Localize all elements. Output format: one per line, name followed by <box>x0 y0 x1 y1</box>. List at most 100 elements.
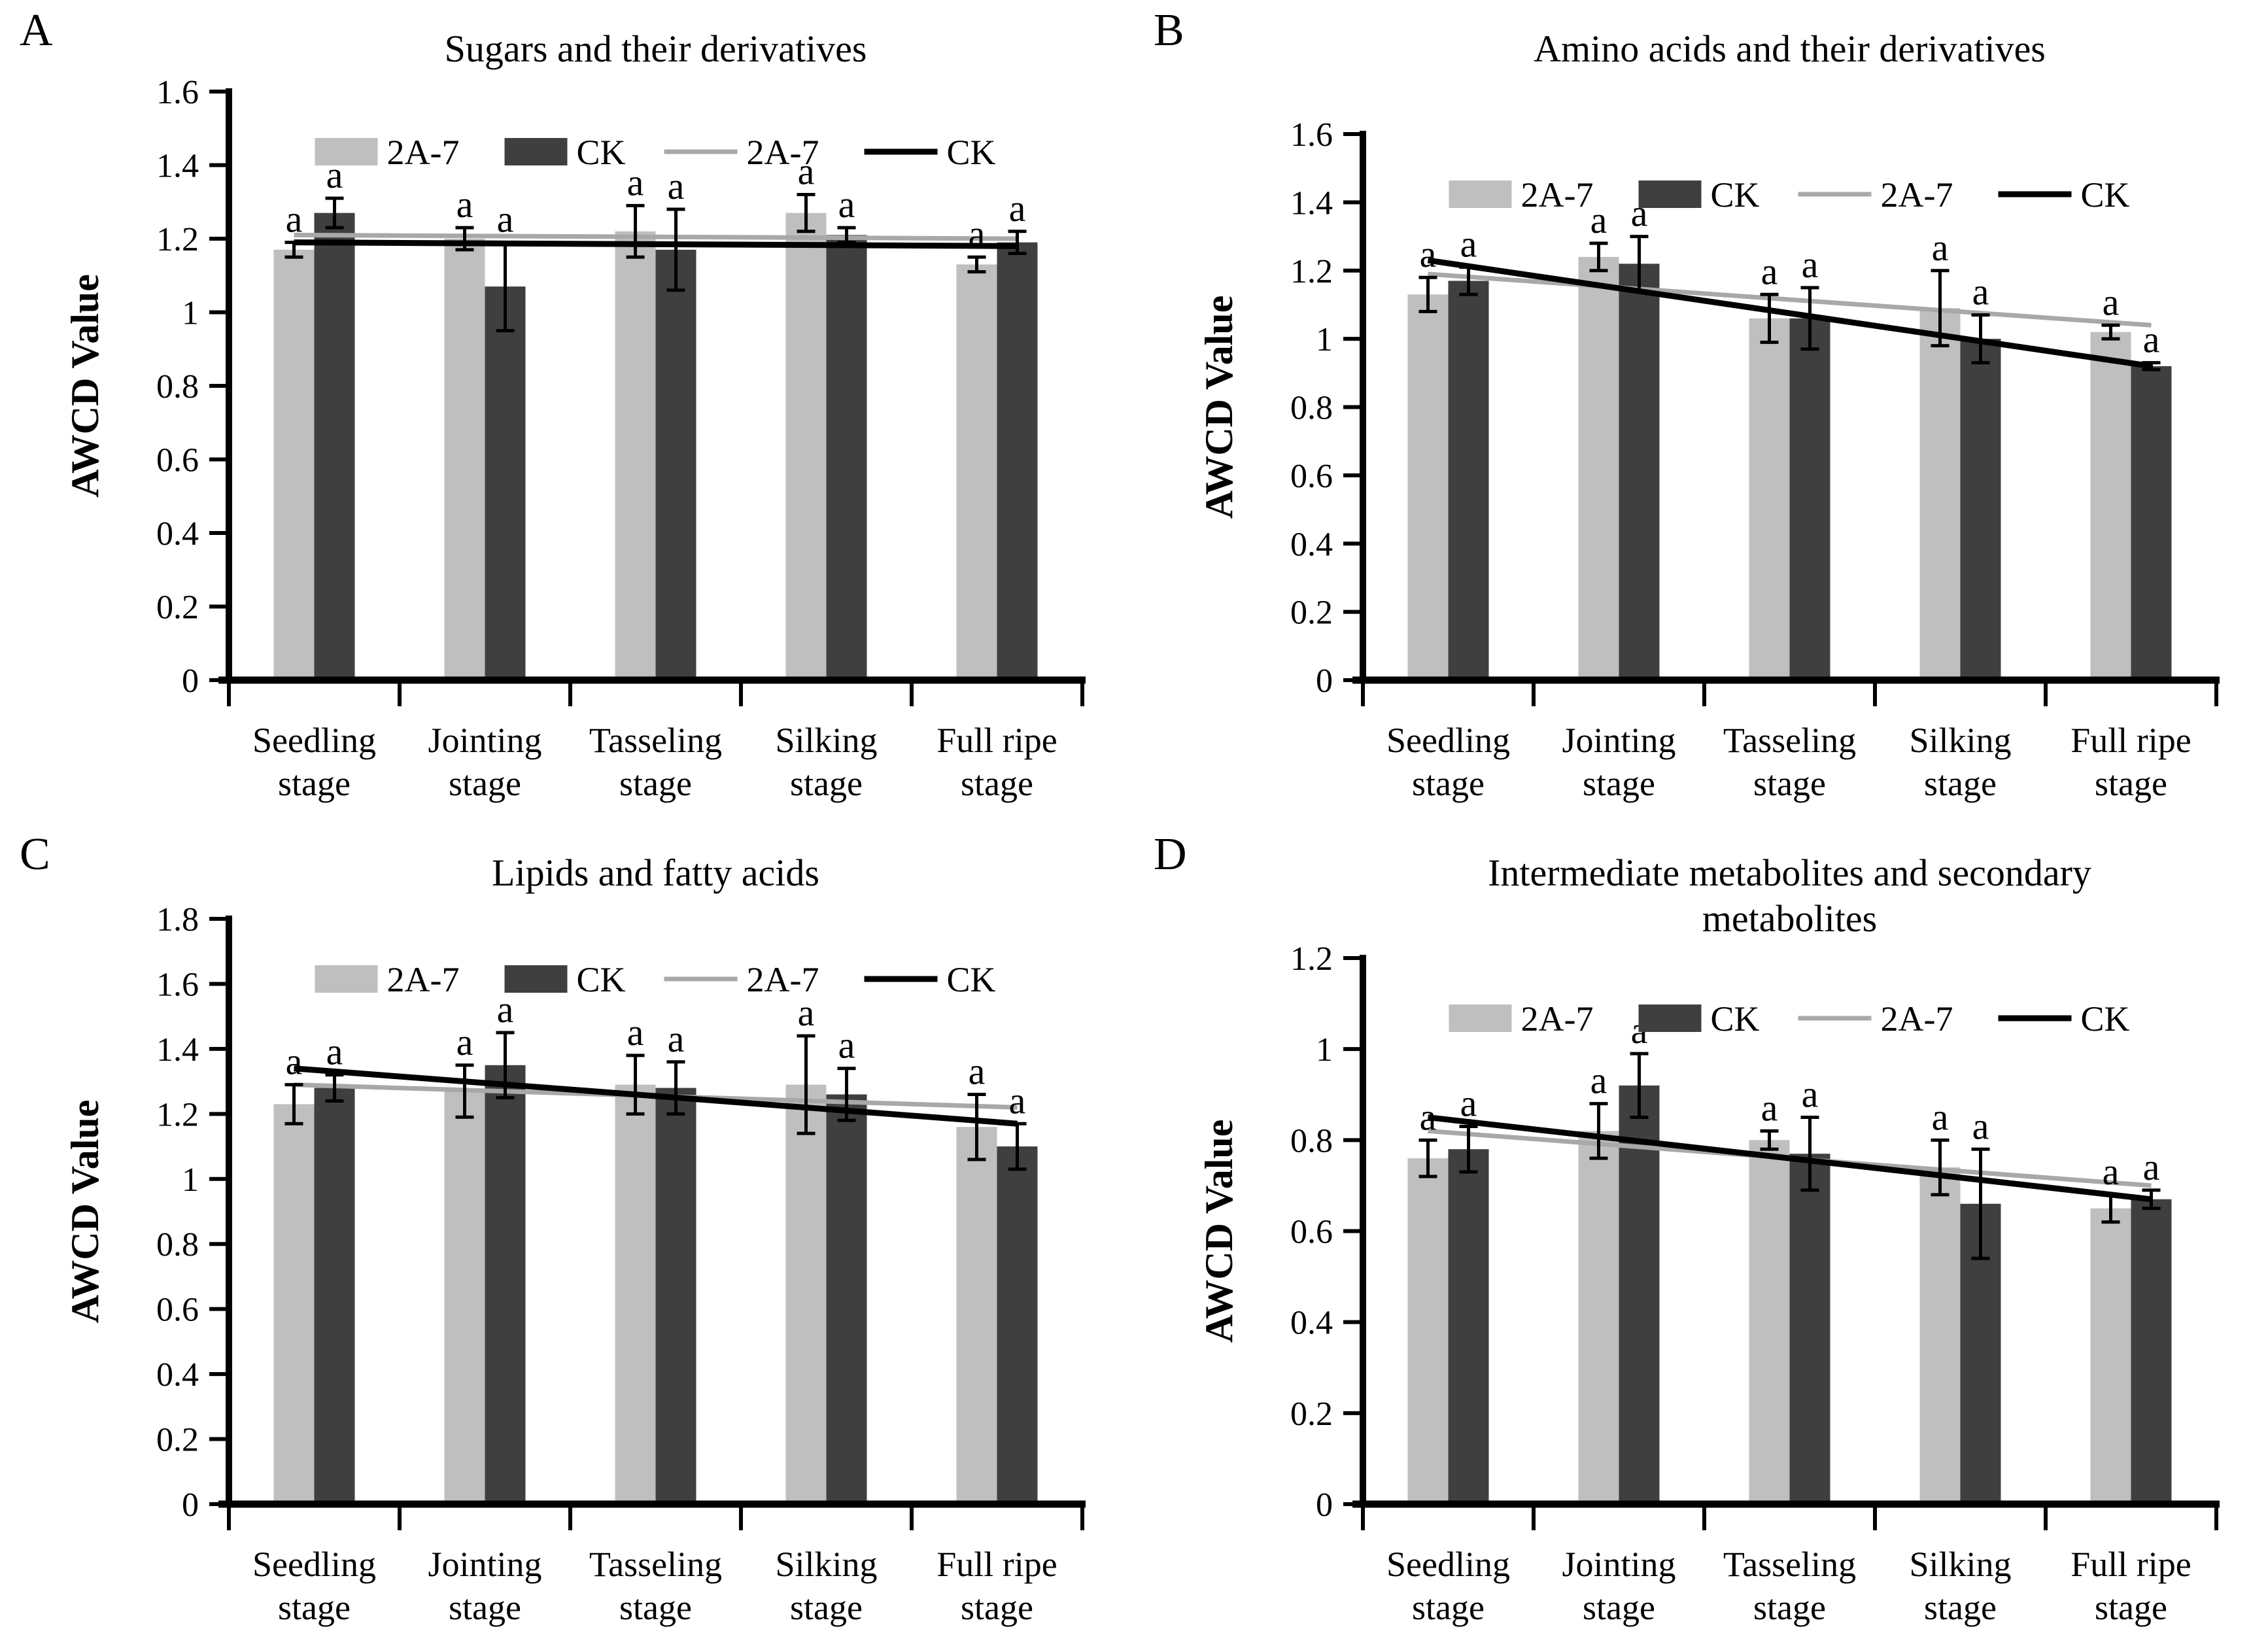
bar-2A-7-tasseling <box>1749 318 1790 680</box>
bar-CK-silking <box>1960 339 2001 680</box>
legend-label: CK <box>1711 999 1760 1039</box>
legend-label: CK <box>577 133 626 172</box>
bar-CK-jointing <box>485 286 526 680</box>
y-tick-label: 1 <box>182 295 199 332</box>
sig-label: a <box>668 165 685 207</box>
sig-label: a <box>1009 187 1026 230</box>
legend-swatch-ck <box>504 138 568 165</box>
sig-label: a <box>1460 223 1477 266</box>
x-category-label-line2: stage <box>449 764 521 803</box>
x-category-label-line1: Jointing <box>428 1545 541 1584</box>
y-tick-label: 1.4 <box>156 1031 199 1069</box>
trend-line-CK <box>1427 1114 2152 1203</box>
x-category-label-line1: Jointing <box>1562 1545 1675 1584</box>
bar-CK-silking <box>826 1094 867 1504</box>
chart-title-D: Intermediate metabolites and secondary m… <box>1488 851 2091 940</box>
x-category-label-line2: stage <box>278 1588 351 1627</box>
x-category-label-line1: Full ripe <box>936 1545 1057 1584</box>
bar-CK-jointing <box>1619 1085 1660 1504</box>
legend-swatch-ck <box>1638 1004 1702 1032</box>
bar-2A-7-silking <box>1919 1167 1961 1504</box>
x-category-label-line2: stage <box>961 1588 1033 1627</box>
sig-label: a <box>1420 1095 1437 1138</box>
sig-label: a <box>1590 1059 1607 1102</box>
y-tick-label: 1 <box>1316 1031 1333 1069</box>
x-category-label-line1: Jointing <box>428 721 541 760</box>
legend-label: 2A-7 <box>387 133 460 172</box>
sig-label: a <box>2103 281 2120 323</box>
bar-2A-7-seedling <box>273 1104 315 1504</box>
x-category-label-line2: stage <box>1412 1588 1485 1627</box>
x-category-label-line2: stage <box>619 764 692 803</box>
legend-label: CK <box>1711 175 1760 215</box>
sig-label: a <box>1972 1105 1989 1147</box>
sig-label: a <box>326 1031 343 1073</box>
y-tick-label: 1.4 <box>156 148 199 185</box>
chart-title-B: Amino acids and their derivatives <box>1534 27 2046 70</box>
bar-CK-tasseling <box>1789 318 1830 680</box>
y-tick-label: 0.8 <box>1290 1122 1333 1159</box>
y-tick-label: 0 <box>1316 662 1333 700</box>
sig-label: a <box>1420 233 1437 275</box>
legend-label: 2A-7 <box>1881 999 1953 1039</box>
y-axis-title: AWCD Value <box>1197 1120 1241 1343</box>
sig-label: a <box>798 150 815 193</box>
sig-label: a <box>1972 271 1989 313</box>
bar-2A-7-jointing <box>444 239 485 680</box>
panel-C: C Lipids and fatty acids a a a a a a a a a a 0 0.2 0… <box>0 824 1134 1648</box>
x-category-label-line2: stage <box>1924 1588 1997 1627</box>
chart-title-A: Sugars and their derivatives <box>444 27 867 70</box>
y-axis-title: AWCD Value <box>63 274 107 498</box>
legend-label: CK <box>2081 175 2130 215</box>
sig-label: a <box>1009 1079 1026 1122</box>
trend-line-2A-7 <box>294 232 1018 241</box>
legend-label: CK <box>577 960 626 999</box>
x-category-label-line1: Silking <box>775 1545 877 1584</box>
y-tick-label: 1.2 <box>1290 940 1333 978</box>
bar-CK-silking <box>826 235 867 680</box>
x-category-label-line1: Tasseling <box>589 1545 722 1584</box>
y-tick-label: 0.8 <box>156 1226 199 1263</box>
y-tick-label: 1.8 <box>156 901 199 938</box>
y-tick-label: 0 <box>1316 1486 1333 1524</box>
sig-label: a <box>1802 243 1819 286</box>
sig-label: a <box>2103 1150 2120 1193</box>
y-tick-label: 0.6 <box>1290 458 1333 495</box>
sig-label: a <box>969 213 986 255</box>
sig-label: a <box>969 1050 986 1093</box>
x-category-label-line2: stage <box>1583 1588 1655 1627</box>
x-category-label-line2: stage <box>1412 764 1485 803</box>
bar-2A-7-silking <box>785 213 827 680</box>
sig-label: a <box>1761 1086 1778 1129</box>
x-category-label-line1: Tasseling <box>589 721 722 760</box>
y-tick-label: 0.6 <box>156 442 199 479</box>
bar-CK-tasseling <box>1789 1154 1830 1504</box>
sig-label: a <box>2143 318 2160 361</box>
sig-label: a <box>456 1021 473 1063</box>
bar-CK-tasseling <box>655 249 696 680</box>
x-category-label-line2: stage <box>790 764 863 803</box>
y-tick-label: 0.2 <box>1290 1396 1333 1433</box>
legend-swatch-ck <box>1638 180 1702 208</box>
x-category-label-line1: Tasseling <box>1723 1545 1856 1584</box>
y-tick-label: 1.6 <box>1290 116 1333 154</box>
x-category-label-line2: stage <box>1583 764 1655 803</box>
sig-label: a <box>627 161 644 203</box>
sig-label: a <box>2143 1146 2160 1188</box>
y-tick-label: 0 <box>182 1486 199 1524</box>
bar-2A-7-tasseling <box>615 231 656 680</box>
legend-label: 2A-7 <box>747 960 819 999</box>
x-category-label-line1: Full ripe <box>2070 721 2191 760</box>
bar-2A-7-jointing <box>1578 256 1619 680</box>
x-category-label-line2: stage <box>961 764 1033 803</box>
trend-line-CK <box>294 1065 1018 1127</box>
sig-label: a <box>798 991 815 1034</box>
legend-swatch-2a-7 <box>1449 180 1512 208</box>
y-tick-label: 1.2 <box>156 221 199 258</box>
x-category-label-line1: Silking <box>1909 1545 2011 1584</box>
sig-label: a <box>1761 250 1778 292</box>
bar-2A-7-full <box>956 264 997 680</box>
sig-label: a <box>497 198 514 241</box>
bar-CK-tasseling <box>655 1088 696 1504</box>
